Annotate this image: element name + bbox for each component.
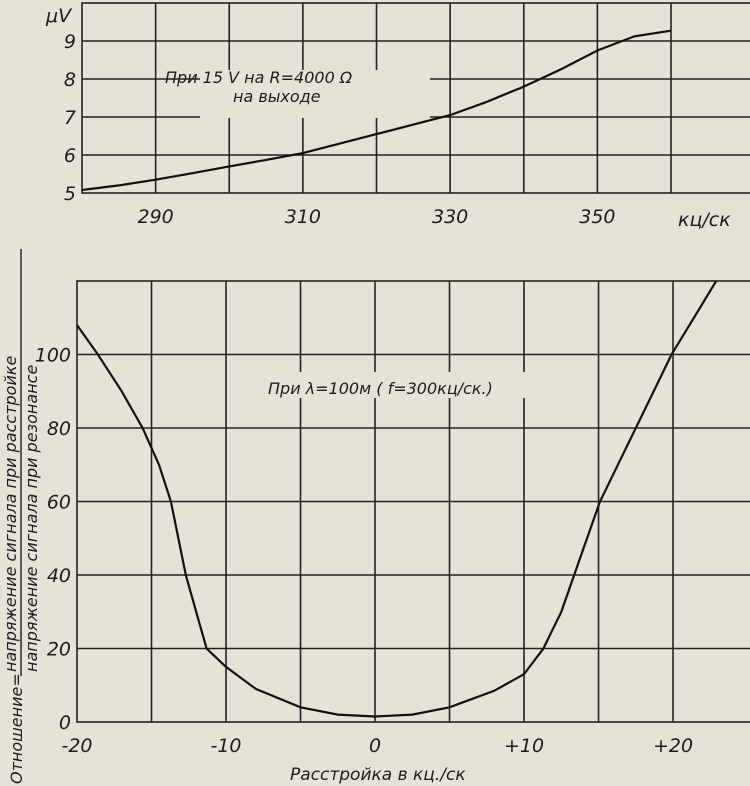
top-annotation-line1: При 15 V на R=4000 Ω [165, 68, 353, 87]
x-tick-label: 290 [137, 206, 173, 228]
bottom-annotation: При λ=100м ( f=300кц/ск.) [268, 379, 493, 398]
y-label-numerator: напряжение сигнала при расстройке [1, 355, 20, 672]
y-tick-label: 6 [64, 145, 76, 167]
annotation-background [200, 70, 430, 118]
bottom-x-axis-label: Расстройка в кц./ск [290, 765, 466, 785]
x-tick-label: 0 [369, 735, 381, 757]
top-y-axis-unit: μV [45, 5, 73, 27]
top-chart: 290 310 330 350 5 6 7 8 9 μV кц/ск При 15 V на R… [45, 2, 750, 231]
x-tick-label: -10 [210, 735, 241, 757]
y-tick-label: 100 [35, 345, 71, 367]
x-tick-label: 330 [432, 206, 468, 228]
x-tick-label: +20 [653, 735, 693, 757]
y-tick-label: 0 [59, 712, 71, 734]
top-x-axis-unit: кц/ск [678, 209, 731, 231]
bottom-curve-line [76, 280, 718, 718]
y-tick-label: 20 [47, 639, 71, 661]
bottom-chart: -20 -10 0 +10 +20 0 20 40 60 80 100 При λ=100м ( f… [1, 249, 750, 785]
top-annotation-line2: на выходе [233, 87, 321, 106]
x-tick-label: +10 [504, 735, 544, 757]
bottom-y-axis-label: Отношение= напряжение сигнала при расстр… [1, 249, 41, 784]
x-tick-label: 310 [285, 206, 321, 228]
top-curve-line [81, 29, 672, 192]
y-tick-label: 9 [64, 31, 76, 53]
y-label-denominator: напряжение сигнала при резонансе [22, 365, 41, 672]
annotation-background [258, 372, 548, 398]
plot-frame [81, 2, 750, 194]
x-tick-label: -20 [61, 735, 92, 757]
y-tick-label: 80 [47, 418, 71, 440]
y-tick-label: 7 [64, 107, 76, 129]
y-tick-label: 40 [47, 565, 71, 587]
y-tick-label: 60 [47, 492, 71, 514]
x-tick-label: 350 [579, 206, 615, 228]
y-tick-label: 5 [64, 183, 76, 205]
y-label-prefix: Отношение= [7, 673, 26, 784]
y-tick-label: 8 [64, 69, 76, 91]
